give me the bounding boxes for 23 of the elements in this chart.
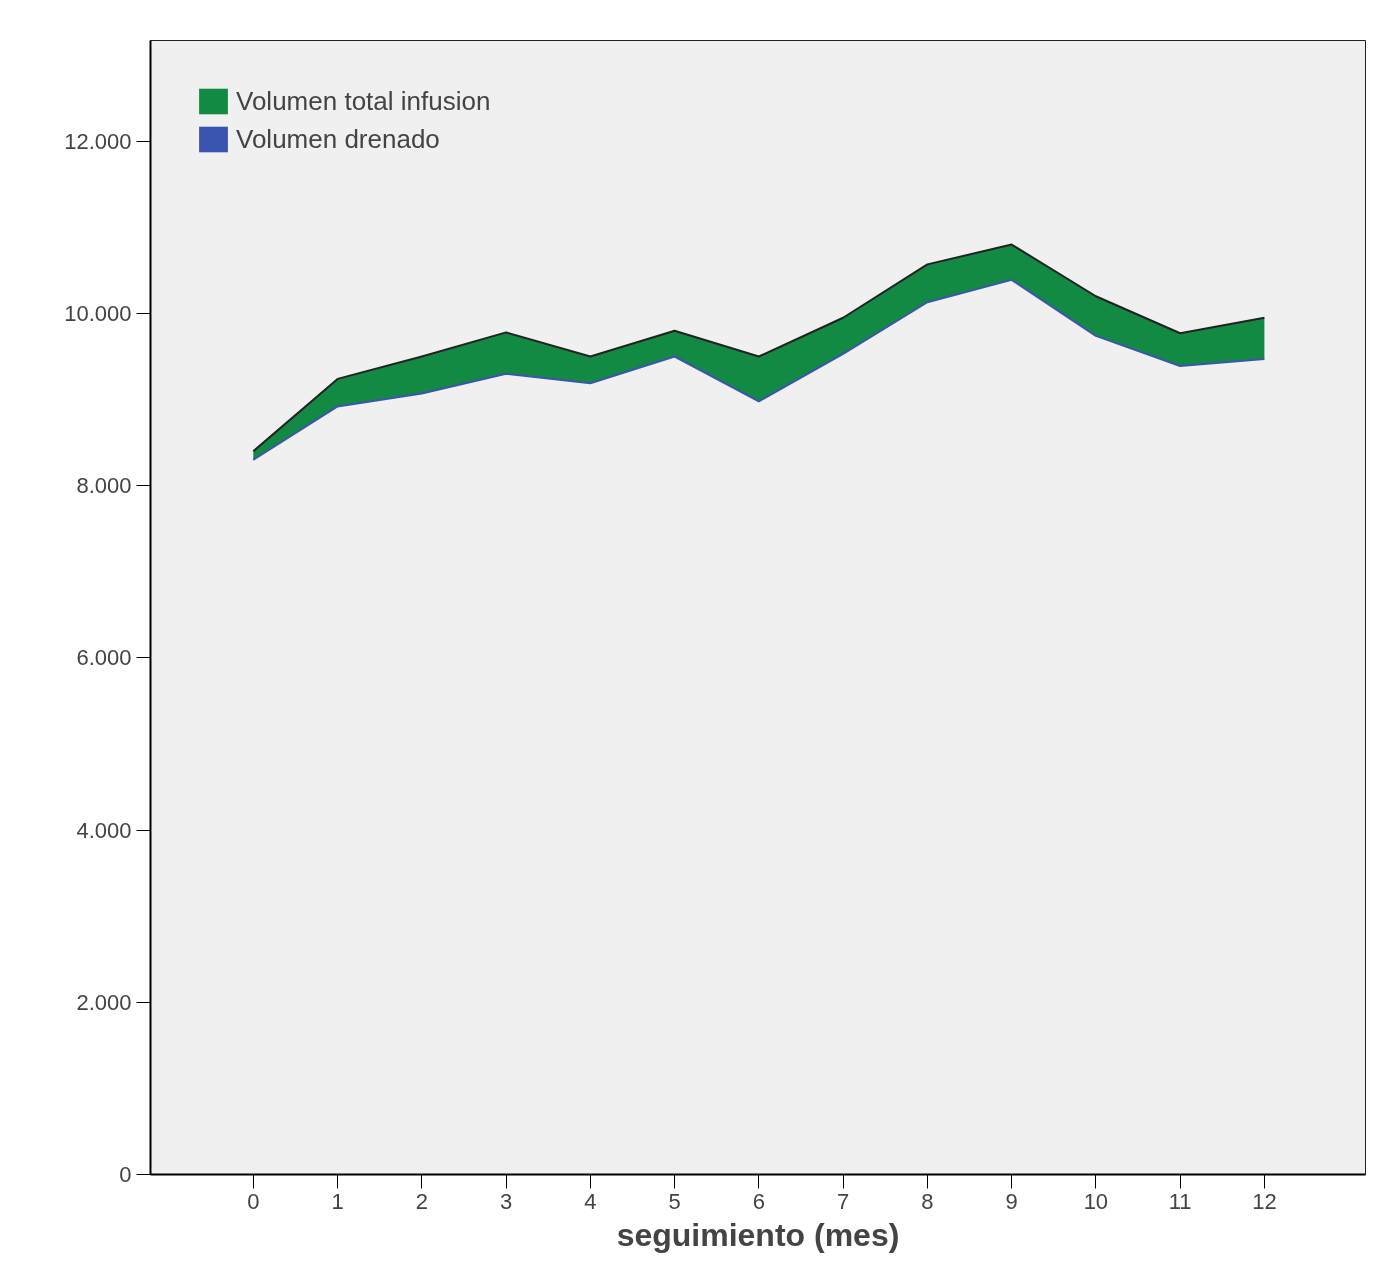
y-tick-label: 4.000 — [76, 817, 132, 843]
x-tick-label: 3 — [499, 1188, 513, 1214]
x-tick-label: 10 — [1083, 1188, 1109, 1214]
x-tick-label: 1 — [331, 1188, 344, 1214]
x-axis-title: seguimiento (mes) — [616, 1216, 900, 1253]
x-tick-label: 0 — [247, 1188, 260, 1214]
y-tick-label: 6.000 — [76, 645, 132, 671]
x-tick-label: 6 — [752, 1188, 765, 1214]
x-tick-label: 9 — [1005, 1188, 1018, 1214]
y-tick-label: 2.000 — [76, 989, 132, 1015]
y-tick-label: 8.000 — [76, 473, 132, 499]
x-tick-label: 11 — [1168, 1188, 1192, 1214]
y-tick-label: 12.000 — [64, 128, 132, 154]
x-tick-label: 7 — [836, 1188, 850, 1214]
y-tick-label: 10.000 — [64, 300, 132, 326]
x-tick-label: 12 — [1252, 1188, 1277, 1214]
legend-label: Volumen total infusion — [236, 85, 491, 117]
x-tick-label: 8 — [921, 1188, 934, 1214]
legend-label: Volumen drenado — [236, 123, 440, 155]
x-tick-label: 2 — [415, 1188, 428, 1214]
y-tick-label: 0 — [119, 1162, 132, 1187]
x-tick-label: 4 — [584, 1188, 597, 1214]
x-tick-label: 5 — [668, 1188, 681, 1214]
